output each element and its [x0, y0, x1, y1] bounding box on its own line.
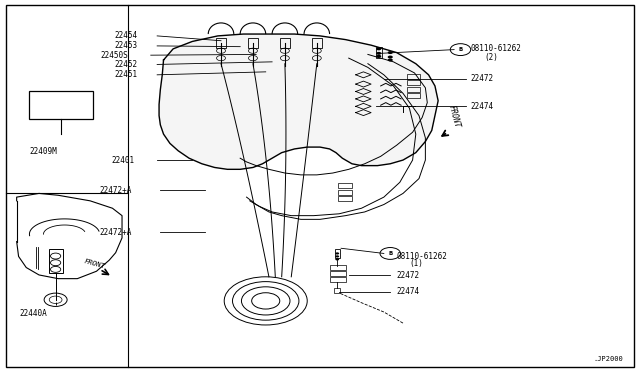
Bar — [29, 92, 93, 119]
Bar — [216, 38, 226, 48]
Bar — [312, 38, 322, 48]
Circle shape — [335, 252, 339, 254]
Bar — [335, 249, 340, 258]
Circle shape — [335, 258, 339, 260]
Bar — [248, 38, 258, 48]
Bar — [280, 38, 290, 48]
Bar — [376, 47, 382, 58]
Text: 22474: 22474 — [397, 287, 420, 296]
Bar — [338, 183, 352, 188]
Text: 22401: 22401 — [111, 155, 135, 164]
Bar — [408, 80, 420, 85]
Text: 22472+A: 22472+A — [99, 228, 132, 237]
Circle shape — [376, 47, 381, 50]
Bar — [330, 265, 346, 270]
Text: 22409M: 22409M — [29, 147, 57, 156]
Text: 22451: 22451 — [115, 70, 138, 79]
Text: 08110-61262: 08110-61262 — [397, 252, 447, 261]
Text: 22472: 22472 — [470, 74, 493, 83]
Circle shape — [388, 51, 393, 54]
Circle shape — [388, 58, 393, 61]
Bar — [330, 271, 346, 276]
Text: (2): (2) — [484, 52, 498, 61]
Text: 22450S: 22450S — [100, 51, 129, 60]
Text: FRONT: FRONT — [447, 104, 461, 129]
Bar — [338, 190, 352, 195]
Bar — [408, 74, 420, 79]
Text: 22472+A: 22472+A — [99, 186, 132, 195]
Text: B: B — [388, 251, 392, 256]
Bar — [330, 277, 346, 282]
Text: 22440A: 22440A — [20, 308, 47, 318]
Text: B: B — [458, 47, 463, 52]
Bar — [338, 196, 352, 201]
Bar — [408, 93, 420, 98]
Text: 22452: 22452 — [115, 60, 138, 69]
Text: 22453: 22453 — [115, 41, 138, 51]
Text: 22472: 22472 — [397, 271, 420, 280]
Text: 22474: 22474 — [470, 102, 493, 111]
Bar — [334, 288, 340, 294]
Text: FRONT: FRONT — [84, 258, 106, 270]
Text: 08110-61262: 08110-61262 — [470, 44, 521, 53]
Bar — [408, 87, 420, 92]
Circle shape — [376, 55, 381, 58]
Bar — [49, 249, 63, 273]
Text: 22454: 22454 — [115, 31, 138, 41]
Circle shape — [376, 52, 381, 55]
Text: .JP2000: .JP2000 — [593, 356, 623, 362]
Text: (1): (1) — [410, 259, 423, 268]
Circle shape — [388, 55, 393, 58]
Polygon shape — [159, 34, 438, 169]
Circle shape — [335, 255, 339, 257]
